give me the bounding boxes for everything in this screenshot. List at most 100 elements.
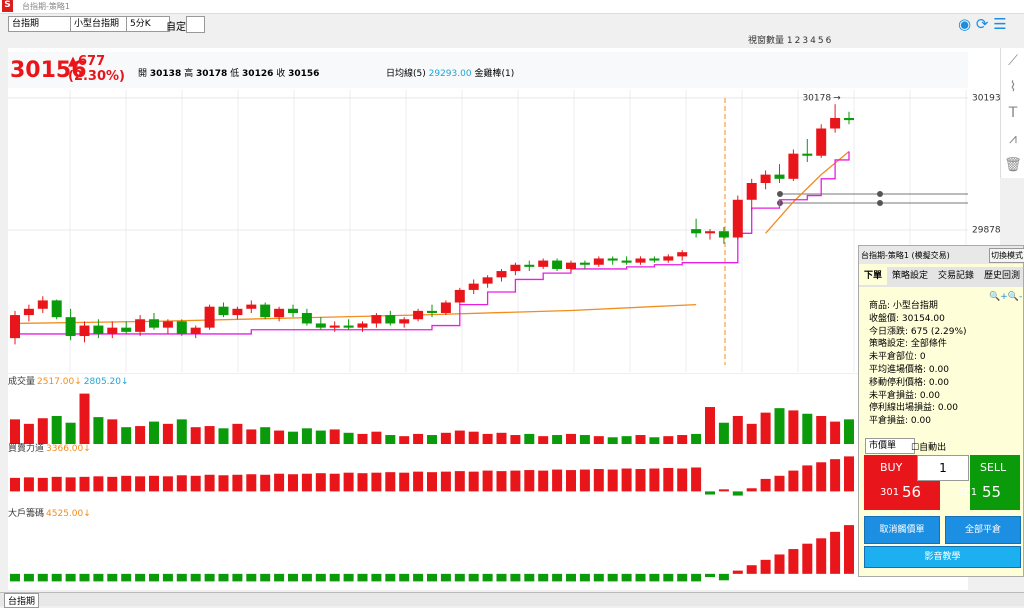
- candle-body: [218, 306, 229, 316]
- info-line: 未平倉部位: 0: [869, 352, 926, 363]
- window-count[interactable]: 2: [794, 36, 801, 46]
- tab[interactable]: 下單: [859, 267, 888, 285]
- bar: [538, 573, 549, 582]
- bar: [566, 573, 576, 582]
- tab[interactable]: 交易記錄: [938, 271, 975, 281]
- auto-exit[interactable]: ☐自動出: [911, 443, 947, 453]
- buy-label: BUY: [880, 461, 903, 474]
- bar: [413, 573, 424, 582]
- indicator-info: 日均線(5) 29293.00 金雞棒(1): [386, 66, 514, 79]
- candle-body: [204, 306, 215, 328]
- bar: [79, 393, 90, 444]
- candle-body: [79, 325, 90, 337]
- bar: [149, 573, 159, 582]
- price-pane: [8, 48, 1000, 373]
- order-panel: 台指期-策略1 (模擬交易) 切換模式 下單 策略設定 交易記錄 歷史回測 🔍+🔍- …: [858, 245, 1024, 577]
- bar: [232, 423, 243, 444]
- value: 30156: [288, 69, 320, 79]
- tab[interactable]: 策略設定: [892, 271, 929, 281]
- drawing-tools[interactable]: ⟋ ⌇ T ⩘ 🗑: [1000, 48, 1024, 178]
- bar: [663, 436, 674, 444]
- bar: [593, 469, 604, 492]
- bar: [593, 436, 604, 444]
- bar: [788, 410, 799, 444]
- bar: [37, 477, 48, 492]
- bar: [468, 573, 479, 582]
- bottom-tab[interactable]: 台指期: [4, 593, 40, 608]
- window-count[interactable]: 6: [825, 36, 832, 46]
- select[interactable]: 5分K: [126, 16, 170, 32]
- bar: [315, 430, 326, 444]
- custom-input[interactable]: [186, 16, 205, 33]
- video-button[interactable]: 影音教學: [864, 546, 1021, 568]
- bar: [538, 436, 549, 444]
- bar: [343, 432, 354, 444]
- candle-body: [635, 258, 646, 263]
- tab[interactable]: 歷史回測: [984, 271, 1021, 281]
- window-count[interactable]: 3: [802, 36, 809, 46]
- high-arrow: →: [833, 94, 841, 104]
- bar: [718, 573, 729, 581]
- panel-title: 台指期-策略1 (模擬交易): [861, 251, 950, 260]
- pane-title: 買賣力道 3366.00↓: [8, 442, 91, 454]
- close-all-button[interactable]: 全部平倉: [945, 516, 1021, 544]
- mode-button[interactable]: 切換模式: [989, 248, 1024, 263]
- bar: [399, 573, 410, 582]
- info-line: 移動停利價格: 0.00: [869, 377, 949, 388]
- bar: [802, 465, 813, 492]
- candle-body: [135, 319, 146, 332]
- window-count[interactable]: 5: [817, 36, 824, 46]
- bar: [649, 573, 660, 582]
- bar: [371, 472, 382, 492]
- bar: [274, 430, 285, 444]
- bottom-bar: 台指期: [0, 592, 1024, 608]
- bar: [579, 469, 590, 492]
- candle-body: [427, 310, 437, 313]
- bar: [343, 573, 354, 582]
- y-tick-label: 30193: [972, 93, 1000, 103]
- bar: [788, 549, 799, 574]
- candle-body: [357, 323, 368, 328]
- candle-body: [593, 258, 604, 265]
- sell-button[interactable]: SELL 301 55: [958, 455, 1020, 510]
- bar: [607, 469, 618, 492]
- window-count[interactable]: 1: [786, 36, 793, 46]
- candle-body: [121, 327, 132, 332]
- y-tick-label: 29878: [972, 225, 1000, 235]
- toolbar-icons[interactable]: ◉ ⟳ ☰: [958, 15, 1007, 33]
- pane-title-text: 買賣力道: [8, 442, 44, 454]
- candle-body: [37, 300, 48, 309]
- bar: [79, 573, 90, 582]
- bar: [830, 421, 841, 444]
- info-line: 未平倉損益: 0.00: [869, 390, 940, 401]
- bar: [149, 475, 159, 492]
- bar: [510, 470, 521, 492]
- select[interactable]: 台指期: [8, 16, 74, 32]
- cancel-button[interactable]: 取消觸價單: [864, 516, 940, 544]
- pane-title-text: 大戶籌碼: [8, 507, 44, 519]
- select[interactable]: 小型台指期: [70, 16, 128, 32]
- order-type[interactable]: 市價單: [865, 438, 915, 454]
- candle-body: [746, 183, 757, 200]
- bar: [454, 430, 465, 444]
- bar: [121, 475, 132, 492]
- zoom-icons[interactable]: 🔍+🔍-: [989, 292, 1023, 302]
- candle-body: [607, 258, 618, 261]
- value: 30138: [149, 69, 182, 79]
- sell-label: SELL: [980, 461, 1007, 474]
- bar: [385, 435, 396, 444]
- candle-body: [510, 264, 521, 272]
- bar: [79, 476, 90, 492]
- bar: [260, 474, 271, 492]
- value: 29293.00: [428, 69, 472, 79]
- candle-body: [774, 174, 785, 179]
- qty-input[interactable]: 1: [917, 455, 969, 481]
- bar: [93, 476, 104, 492]
- bar: [816, 416, 827, 444]
- window-count[interactable]: 4: [810, 36, 816, 46]
- label: 收: [276, 69, 286, 79]
- sell-prefix: 301: [958, 487, 978, 498]
- candle-body: [385, 315, 396, 324]
- candle-body: [844, 118, 854, 121]
